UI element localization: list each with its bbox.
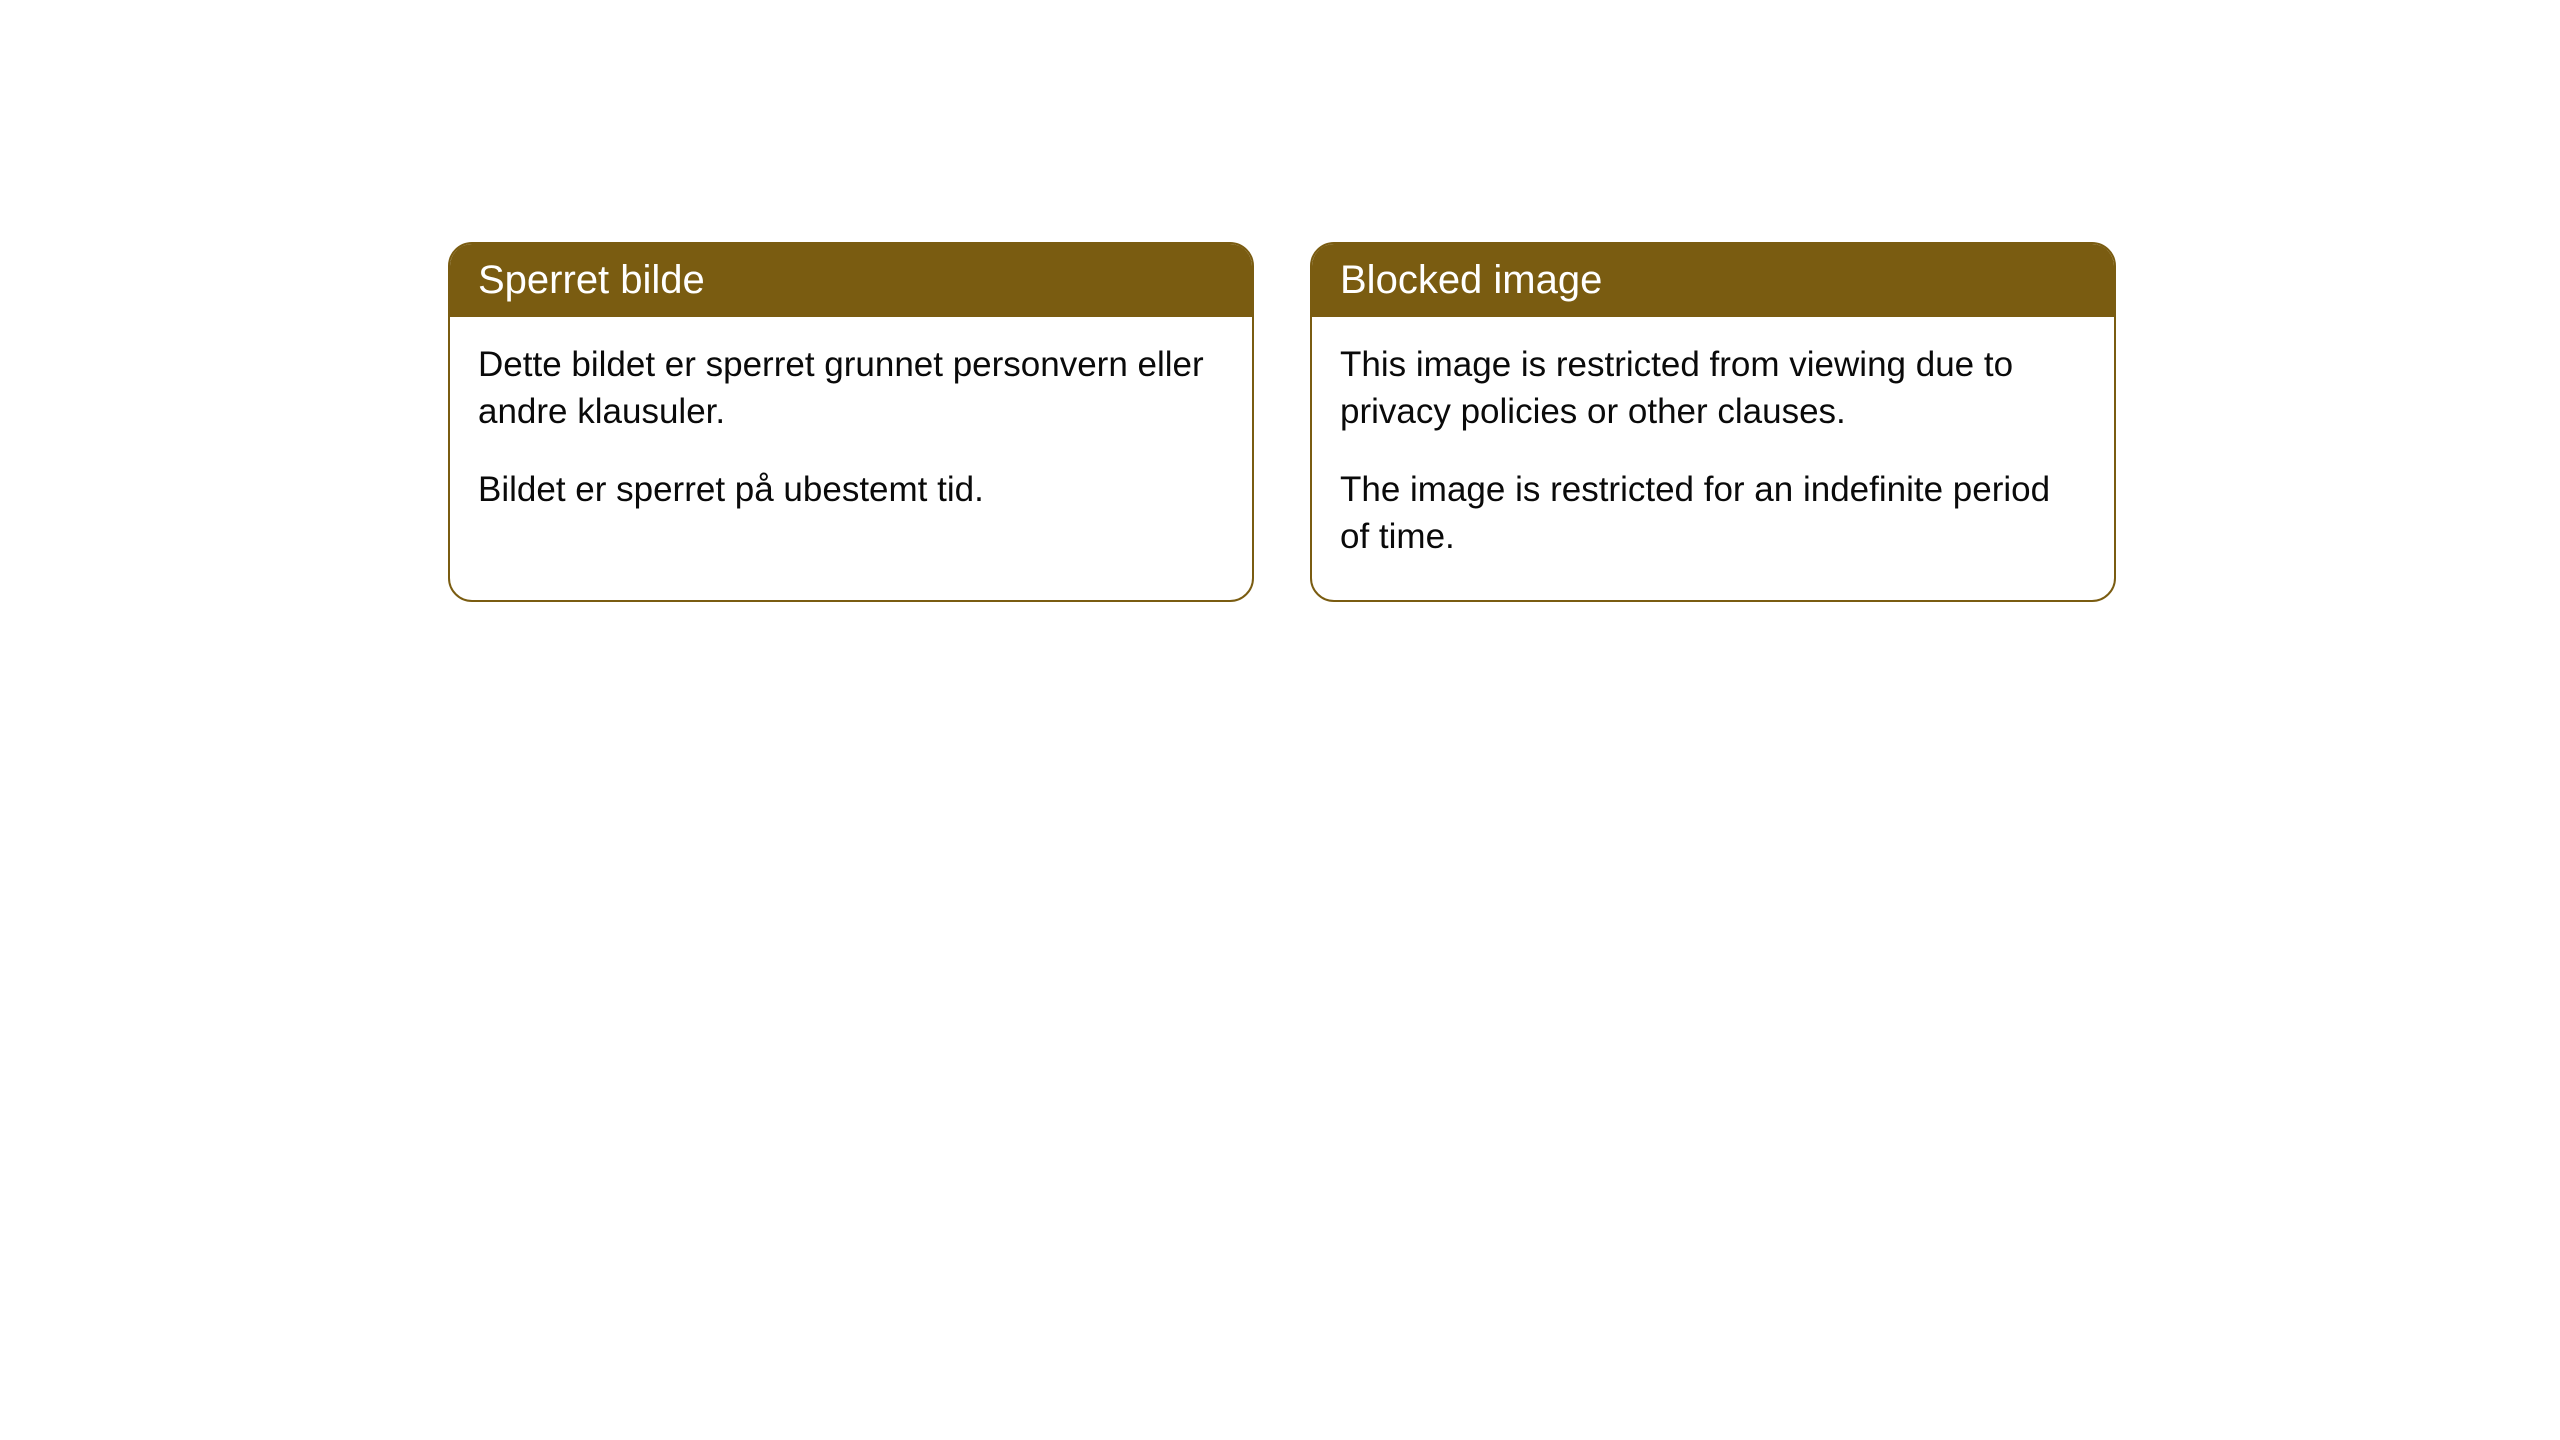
notice-cards-container: Sperret bilde Dette bildet er sperret gr… <box>0 0 2560 602</box>
card-body-english: This image is restricted from viewing du… <box>1312 317 2114 600</box>
card-paragraph: Dette bildet er sperret grunnet personve… <box>478 341 1224 436</box>
notice-card-norwegian: Sperret bilde Dette bildet er sperret gr… <box>448 242 1254 602</box>
card-body-norwegian: Dette bildet er sperret grunnet personve… <box>450 317 1252 553</box>
card-title: Sperret bilde <box>478 258 705 302</box>
card-header-english: Blocked image <box>1312 244 2114 317</box>
card-header-norwegian: Sperret bilde <box>450 244 1252 317</box>
card-paragraph: The image is restricted for an indefinit… <box>1340 466 2086 561</box>
notice-card-english: Blocked image This image is restricted f… <box>1310 242 2116 602</box>
card-paragraph: This image is restricted from viewing du… <box>1340 341 2086 436</box>
card-paragraph: Bildet er sperret på ubestemt tid. <box>478 466 1224 513</box>
card-title: Blocked image <box>1340 258 1602 302</box>
